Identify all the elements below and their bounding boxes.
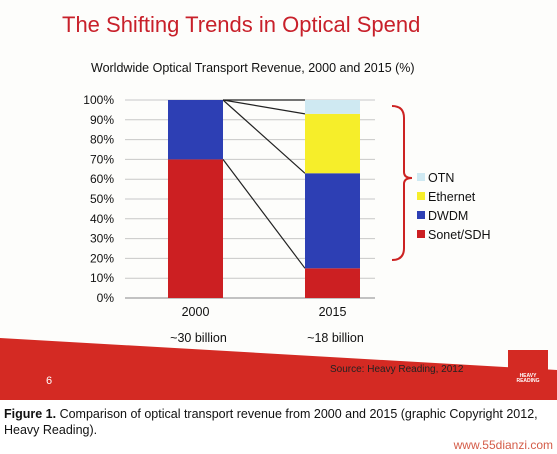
legend-label: Ethernet <box>428 190 476 204</box>
chart: Worldwide Optical Transport Revenue, 200… <box>0 61 557 400</box>
x-sublabel: ~30 billion <box>170 331 227 345</box>
y-axis-ticks: 0% 10% 20% 30% 40% 50% 60% 70% 80% 90% 100% <box>83 93 114 305</box>
y-tick-label: 30% <box>90 232 114 246</box>
y-tick-label: 90% <box>90 113 114 127</box>
bar-2015-sonet-sdh <box>305 268 360 298</box>
slide: The Shifting Trends in Optical Spend Wor… <box>0 12 557 400</box>
bar-2015-otn <box>305 100 360 114</box>
source-note: Source: Heavy Reading, 2012 <box>330 364 464 375</box>
legend-label: DWDM <box>428 209 468 223</box>
legend: OTN Ethernet DWDM Sonet/SDH <box>417 171 491 242</box>
y-tick-label: 10% <box>90 271 114 285</box>
logo-text: HEAVY READING <box>516 373 540 384</box>
slide-title: The Shifting Trends in Optical Spend <box>62 12 421 37</box>
connector-line <box>222 99 306 115</box>
caption-label: Figure 1. <box>4 407 57 421</box>
footer-band <box>0 338 557 400</box>
legend-swatch-dwdm <box>417 211 425 219</box>
x-tick-label: 2000 <box>182 305 210 319</box>
x-tick-label: 2015 <box>319 305 347 319</box>
x-sublabel: ~18 billion <box>307 331 364 345</box>
watermark: www.55dianzi.com <box>453 438 553 452</box>
heavy-reading-logo: HEAVY READING <box>508 350 548 390</box>
y-tick-label: 70% <box>90 152 114 166</box>
legend-swatch-sonet-sdh <box>417 230 425 238</box>
legend-bracket <box>391 105 413 261</box>
y-tick-label: 50% <box>90 192 114 206</box>
bar-2015-ethernet <box>305 113 360 174</box>
y-tick-label: 40% <box>90 212 114 226</box>
bar-connectors <box>222 99 306 269</box>
connector-line <box>222 99 306 174</box>
y-tick-label: 80% <box>90 133 114 147</box>
figure-caption: Figure 1. Comparison of optical transpor… <box>4 406 549 438</box>
legend-swatch-otn <box>417 173 425 181</box>
bar-2000-dwdm <box>168 100 223 160</box>
connector-line <box>222 159 306 269</box>
bars <box>168 100 360 298</box>
legend-label: OTN <box>428 171 454 185</box>
legend-label: Sonet/SDH <box>428 228 491 242</box>
bar-2000-sonet-sdh <box>168 159 223 298</box>
y-tick-label: 100% <box>83 93 114 107</box>
y-tick-label: 60% <box>90 172 114 186</box>
slide-number: 6 <box>46 375 53 387</box>
y-tick-label: 20% <box>90 251 114 265</box>
chart-title: Worldwide Optical Transport Revenue, 200… <box>91 61 415 75</box>
bar-2015-dwdm <box>305 173 360 269</box>
legend-swatch-ethernet <box>417 192 425 200</box>
y-tick-label: 0% <box>97 291 115 305</box>
caption-text: Comparison of optical transport revenue … <box>4 407 538 437</box>
x-axis-labels: 2000 ~30 billion 2015 ~18 billion <box>170 305 364 345</box>
